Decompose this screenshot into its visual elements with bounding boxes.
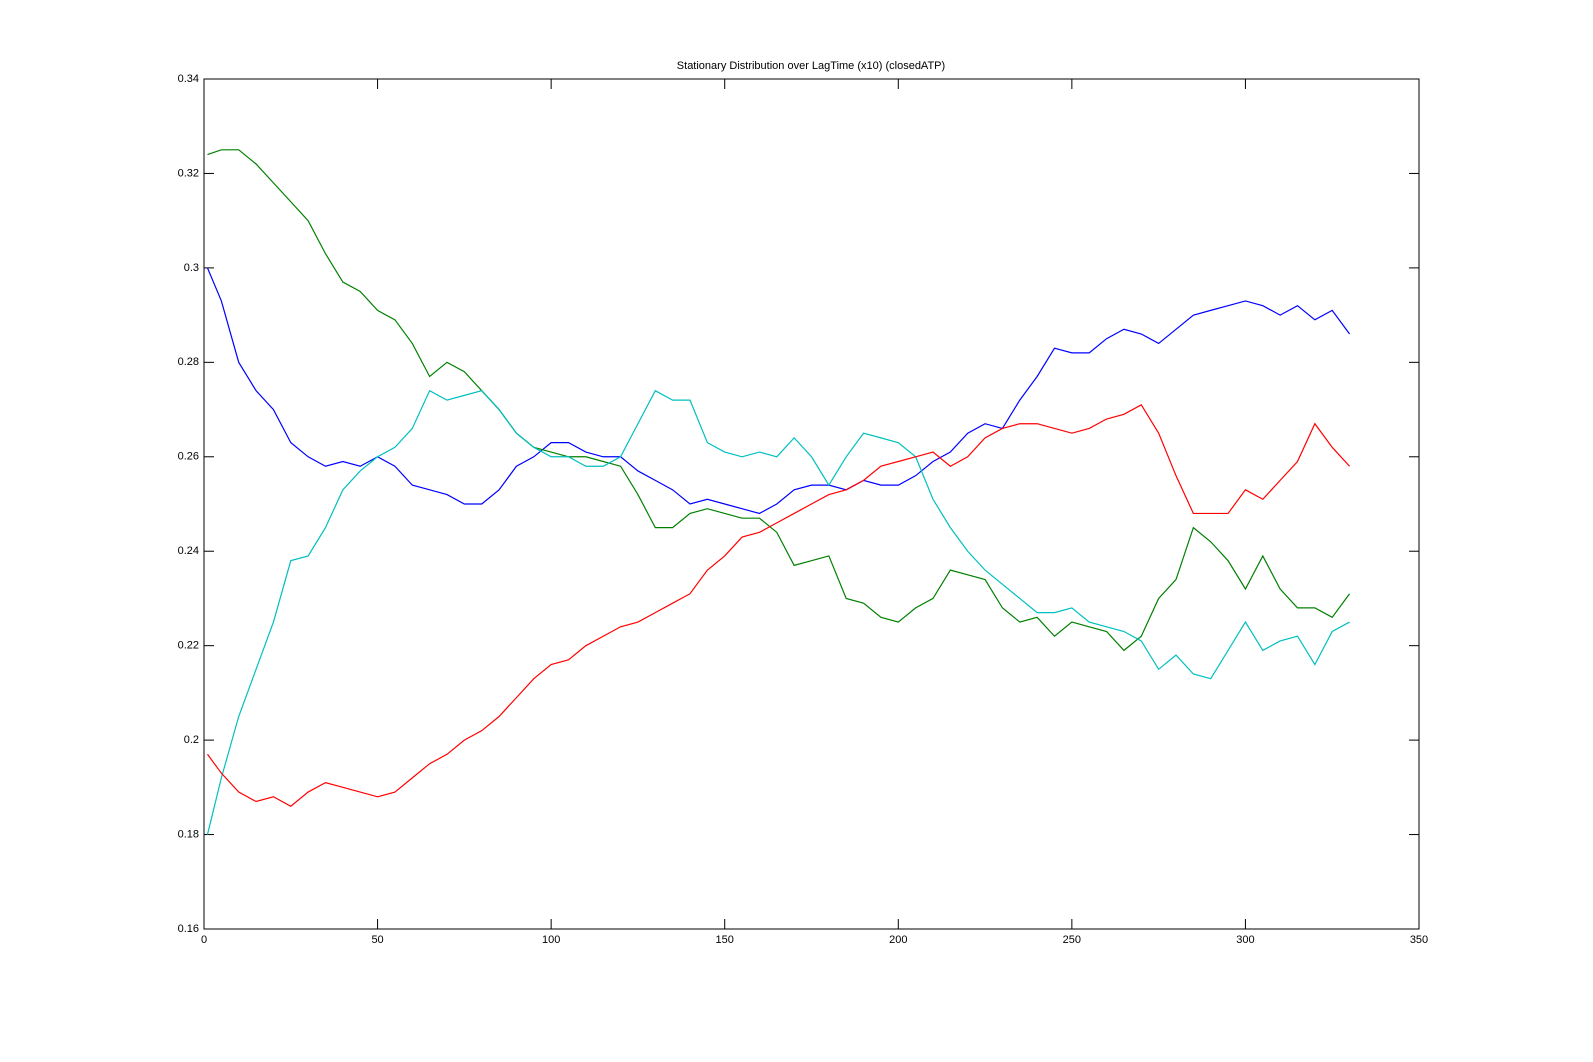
y-tick-label: 0.28 (178, 356, 199, 368)
x-tick-label: 300 (1236, 934, 1254, 946)
x-tick-label: 250 (1063, 934, 1081, 946)
plot-frame (203, 78, 1420, 930)
series-line (206, 267, 1351, 515)
y-tick-label: 0.32 (178, 167, 199, 179)
y-tick-label: 0.22 (178, 640, 199, 652)
y-tick-label: 0.24 (178, 545, 199, 557)
y-tick-label: 0.16 (178, 923, 199, 935)
y-tick-label: 0.2 (184, 734, 199, 746)
x-tick-label: 50 (371, 934, 383, 946)
y-tick-label: 0.34 (178, 73, 199, 85)
y-tick-label: 0.26 (178, 451, 199, 463)
chart-title: Stationary Distribution over LagTime (x1… (677, 60, 945, 72)
x-tick-label: 100 (542, 934, 560, 946)
x-tick-label: 150 (716, 934, 734, 946)
x-tick-label: 0 (201, 934, 207, 946)
series-line (207, 149, 1351, 652)
x-tick-label: 350 (1410, 934, 1428, 946)
y-tick-label: 0.3 (184, 262, 199, 274)
x-tick-label: 200 (889, 934, 907, 946)
series-line (206, 404, 1351, 807)
y-tick-label: 0.18 (178, 828, 199, 840)
series-line (206, 389, 1350, 835)
